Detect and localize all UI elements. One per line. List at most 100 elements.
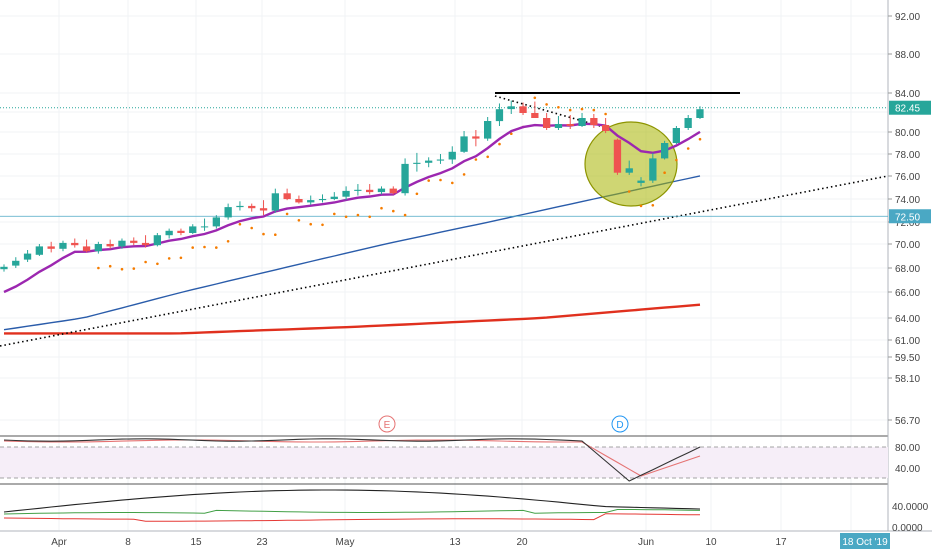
candle-body xyxy=(531,113,539,118)
price-tick-label: 56.70 xyxy=(895,416,920,427)
candle-body xyxy=(566,124,574,126)
mid-moving-average-line xyxy=(3,175,701,331)
candle-body xyxy=(59,242,67,249)
sar-dot xyxy=(627,190,631,193)
sar-dot xyxy=(344,215,348,219)
candle-body xyxy=(153,235,161,246)
candle-body xyxy=(484,121,492,139)
candle-body xyxy=(436,159,445,161)
sar-dot xyxy=(639,204,643,208)
price-tick-label: 72.00 xyxy=(895,218,920,229)
candle-body xyxy=(401,163,409,194)
sar-dot xyxy=(604,112,607,116)
sar-dot xyxy=(368,215,372,219)
time-tick-label: Apr xyxy=(51,537,67,548)
candle-body xyxy=(236,205,244,208)
sar-dot xyxy=(321,223,324,227)
time-tick-label: May xyxy=(336,537,355,548)
candle-body xyxy=(661,143,669,159)
di-minus-line xyxy=(3,513,701,522)
di-plus-line xyxy=(3,509,701,515)
candle-body xyxy=(200,226,209,228)
candle-body xyxy=(165,230,173,236)
highlight-ellipse xyxy=(584,121,678,207)
grid xyxy=(0,0,888,530)
candle-body xyxy=(613,139,622,173)
candle-body xyxy=(130,240,138,243)
candle-body xyxy=(189,226,197,233)
sar-dot xyxy=(510,132,513,135)
sar-dot xyxy=(403,213,407,217)
candle-body xyxy=(0,266,8,270)
stochastic-pane: 80.00 40.00 xyxy=(0,438,920,482)
dividend-marker-label: D xyxy=(616,420,623,431)
candle-body xyxy=(118,240,126,247)
candle-body xyxy=(472,136,480,139)
stoch-band xyxy=(0,447,888,478)
time-tick-label: 17 xyxy=(775,537,787,548)
sar-dot xyxy=(580,107,584,111)
sar-dot xyxy=(698,137,702,141)
adx-level-label: 40.0000 xyxy=(892,502,929,513)
candle-body xyxy=(354,189,362,191)
candle-body xyxy=(377,188,386,193)
candle-body xyxy=(283,193,291,200)
sar-dot xyxy=(498,142,501,146)
candle-body xyxy=(307,200,315,203)
candle-body xyxy=(602,125,610,131)
dividend-marker-circle xyxy=(611,415,629,433)
price-tick-label: 74.00 xyxy=(895,195,920,206)
candle-body xyxy=(696,109,704,118)
time-tick-label: 10 xyxy=(705,537,717,548)
sar-dot xyxy=(167,257,171,260)
price-tick-label: 68.00 xyxy=(895,264,920,275)
sar-dot xyxy=(651,204,655,207)
sar-dot xyxy=(392,209,395,213)
adx-line xyxy=(3,489,701,513)
candle-body xyxy=(295,199,303,203)
sar-dot xyxy=(333,212,336,216)
sar-dot xyxy=(439,178,442,182)
stoch-k-line xyxy=(3,438,701,482)
candle-body xyxy=(271,193,279,211)
date-badge xyxy=(840,533,890,549)
sar-dot xyxy=(686,147,690,150)
price-tick-label: 61.00 xyxy=(895,336,920,347)
price-tick-label: 80.00 xyxy=(895,128,920,139)
candle-body xyxy=(519,106,527,113)
candle-body xyxy=(507,106,515,110)
sar-dot xyxy=(380,206,383,210)
candle-body xyxy=(12,260,20,266)
sar-dot xyxy=(592,108,596,112)
sar-dot xyxy=(557,106,560,109)
sar-dot xyxy=(97,266,100,270)
sar-dot xyxy=(226,240,230,243)
time-axis: Apr 8 15 23 May 13 20 Jun 10 17 xyxy=(51,537,787,548)
candle-body xyxy=(543,118,551,128)
sar-dot xyxy=(462,173,466,176)
candle-body xyxy=(141,242,150,246)
candle-body xyxy=(578,118,586,126)
slow-moving-average-line xyxy=(4,303,701,335)
price-tick-label: 64.00 xyxy=(895,314,920,325)
sar-dot xyxy=(675,158,678,162)
earnings-marker-label: E xyxy=(384,420,391,431)
candle-body xyxy=(318,199,327,201)
sar-dot xyxy=(179,256,183,260)
sar-dot xyxy=(203,245,206,249)
sar-dot xyxy=(486,155,490,159)
sar-dot xyxy=(238,222,242,226)
candle-body xyxy=(35,246,43,255)
sar-dot xyxy=(108,264,112,268)
sar-dot xyxy=(356,213,360,217)
price-tick-label: 92.00 xyxy=(895,12,920,23)
sar-dot xyxy=(309,222,313,226)
stoch-level-label: 40.00 xyxy=(895,464,920,475)
candle-body xyxy=(413,162,421,164)
candles xyxy=(0,100,704,272)
candle-body xyxy=(259,208,268,211)
level-price-badge xyxy=(889,209,931,224)
last-price-label: 82.45 xyxy=(895,104,920,115)
sar-dot xyxy=(191,246,194,249)
